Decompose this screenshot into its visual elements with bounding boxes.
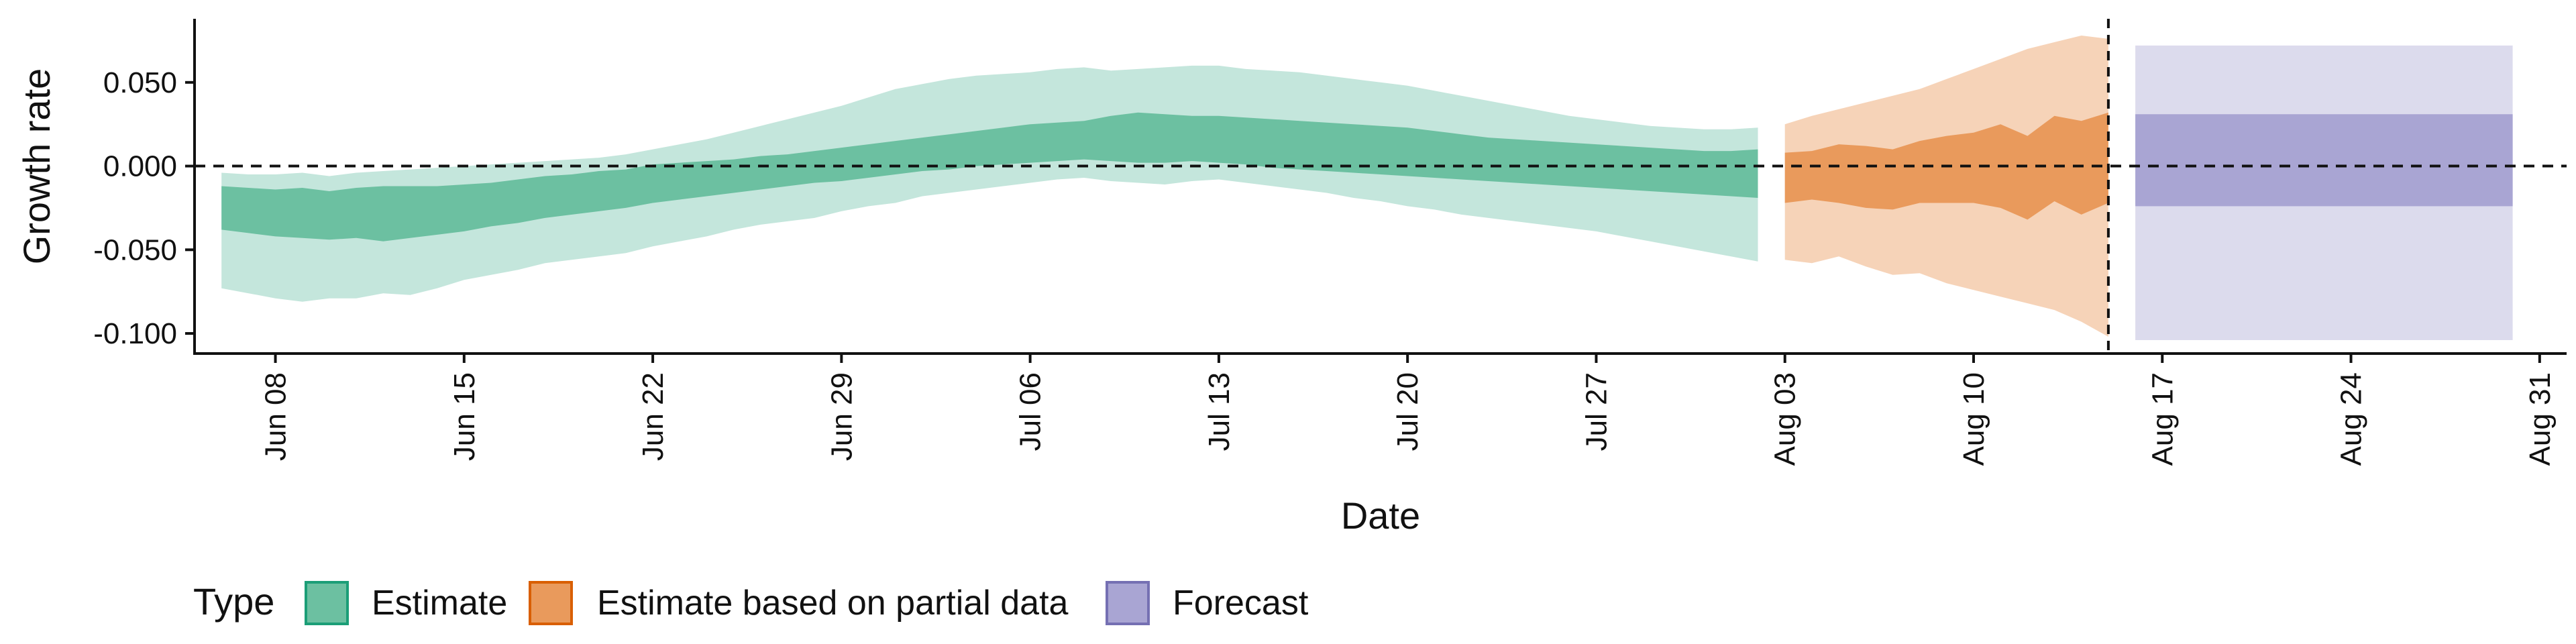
x-tick-label: Aug 24: [2335, 372, 2368, 466]
inner-ribbon-forecast: [2135, 114, 2513, 207]
outer-ribbon-estimate: [221, 65, 1758, 302]
legend-key-estimate: [305, 581, 349, 625]
legend-label-partial: Estimate based on partial data: [597, 584, 1069, 623]
y-tick-label: -0.100: [93, 317, 177, 350]
x-tick-label: Jul 27: [1580, 372, 1613, 451]
x-tick-label: Jun 15: [448, 372, 481, 461]
y-tick-label: 0.050: [103, 66, 177, 99]
legend-label-forecast: Forecast: [1173, 584, 1309, 623]
x-tick-label: Jun 22: [637, 372, 669, 461]
legend-key-forecast: [1106, 581, 1150, 625]
y-axis-title: Growth rate: [15, 68, 58, 265]
x-axis-title: Date: [1341, 494, 1420, 537]
legend-item-estimate: Estimate: [305, 581, 507, 625]
x-tick-label: Aug 17: [2146, 372, 2179, 466]
x-tick-label: Aug 03: [1769, 372, 1802, 466]
x-tick-label: Jul 20: [1391, 372, 1424, 451]
tick-labels: 0.050 0.000 -0.050 -0.100 Jun 08 Jun 15 Jun 22…: [93, 66, 2557, 466]
x-tick-label: Aug 31: [2524, 372, 2557, 466]
legend-item-partial: Estimate based on partial data: [529, 581, 1069, 625]
legend: Type Estimate Estimate based on partial …: [193, 580, 1309, 625]
reference-lines: [195, 19, 2567, 354]
legend-item-forecast: Forecast: [1106, 581, 1309, 625]
axes-layer: [185, 19, 2567, 363]
legend-label-estimate: Estimate: [372, 584, 507, 623]
ribbon-layer: [221, 36, 2513, 341]
inner-ribbon-estimate: [221, 112, 1758, 241]
x-tick-label: Jul 06: [1014, 372, 1047, 451]
legend-title: Type: [193, 580, 274, 623]
legend-key-partial: [529, 581, 573, 625]
y-tick-label: 0.000: [103, 150, 177, 183]
y-tick-label: -0.050: [93, 233, 177, 266]
x-tick-label: Jun 29: [825, 372, 858, 461]
x-tick-label: Aug 10: [1957, 372, 1990, 466]
x-tick-label: Jul 13: [1203, 372, 1236, 451]
x-tick-label: Jun 08: [260, 372, 292, 461]
